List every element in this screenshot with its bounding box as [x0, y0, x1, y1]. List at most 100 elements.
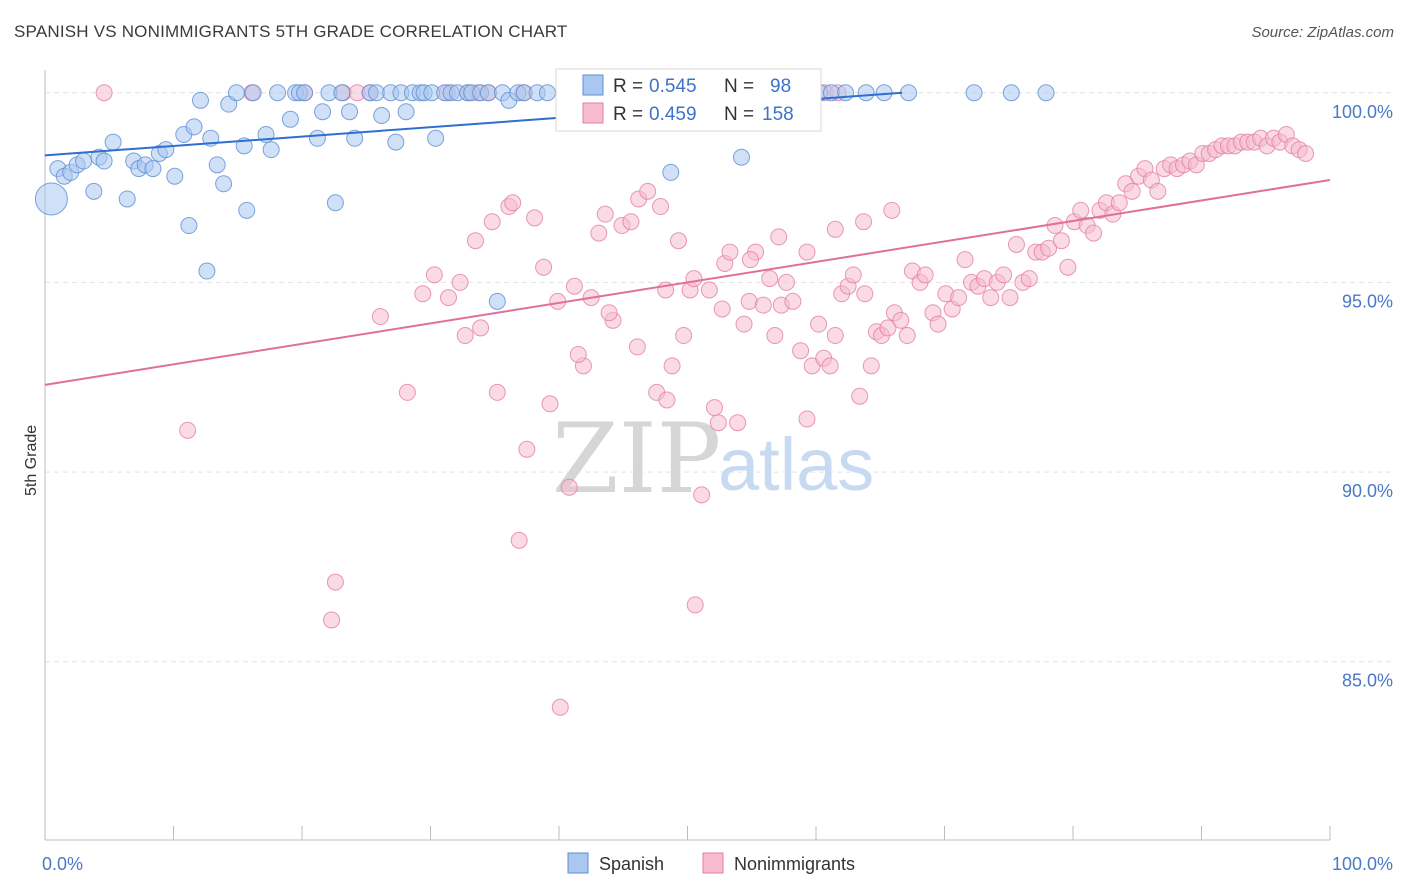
nonimmigrants-point-34: [622, 213, 640, 231]
nonimmigrants-point-15: [472, 319, 490, 337]
spanish-point-41: [326, 194, 344, 212]
spanish-point-10: [118, 190, 136, 208]
nonimmigrants-point-1: [179, 421, 197, 439]
spanish-point-19: [180, 217, 198, 235]
nonimmigrants-point-0: [95, 84, 113, 102]
nonimmigrants-point-31: [596, 205, 614, 223]
nonimmigrants-point-166: [855, 213, 873, 231]
spanish-point-22: [198, 262, 216, 280]
spanish-point-42: [333, 84, 351, 102]
spanish-point-94: [900, 84, 918, 102]
nonimmigrants-point-45: [693, 486, 711, 504]
nonimmigrants-point-42: [675, 327, 693, 345]
watermark-zip: ZIP: [552, 403, 721, 515]
nonimmigrants-point-156: [569, 345, 587, 363]
y-tick-label-3: 85.0%: [1342, 671, 1393, 691]
nonimmigrants-point-153: [398, 383, 416, 401]
x-tick-labels: 0.0% 100.0%: [42, 854, 1393, 874]
chart-title: SPANISH VS NONIMMIGRANTS 5TH GRADE CORRE…: [14, 22, 568, 41]
stats-r-label-nonimmigrants: R =: [613, 104, 643, 125]
nonimmigrants-point-72: [856, 285, 874, 303]
spanish-point-28: [238, 201, 256, 219]
nonimmigrants-point-52: [735, 315, 753, 333]
y-axis-label: 5th Grade: [23, 425, 40, 496]
nonimmigrants-point-76: [879, 319, 897, 337]
nonimmigrants-point-51: [729, 414, 747, 432]
nonimmigrants-point-71: [851, 387, 869, 405]
spanish-point-17: [166, 167, 184, 185]
nonimmigrants-point-16: [483, 213, 501, 231]
nonimmigrants-point-4: [323, 611, 341, 629]
spanish-point-79: [662, 163, 680, 181]
spanish-point-91: [837, 84, 855, 102]
watermark-atlas: atlas: [718, 423, 874, 506]
y-tick-labels: 100.0% 95.0% 90.0% 85.0%: [1332, 102, 1393, 691]
nonimmigrants-point-112: [1110, 194, 1128, 212]
nonimmigrants-point-59: [777, 273, 795, 291]
series-spanish-points: [34, 84, 1055, 310]
nonimmigrants-point-44: [686, 596, 704, 614]
nonimmigrants-point-13: [456, 327, 474, 345]
y-tick-label-1: 95.0%: [1342, 291, 1393, 311]
nonimmigrants-point-95: [1001, 289, 1019, 307]
nonimmigrants-point-62: [798, 410, 816, 428]
spanish-point-34: [281, 110, 299, 128]
nonimmigrants-point-82: [916, 266, 934, 284]
series-nonimmigrants-points: [95, 84, 1315, 716]
spanish-point-40: [314, 103, 332, 121]
nonimmigrants-point-12: [451, 273, 469, 291]
spanish-point-51: [397, 103, 415, 121]
nonimmigrants-point-50: [721, 243, 739, 261]
spanish-point-24: [208, 156, 226, 174]
source-label: Source: ZipAtlas.com: [1251, 24, 1394, 41]
nonimmigrants-point-161: [713, 300, 731, 318]
nonimmigrants-point-118: [1149, 182, 1167, 200]
stats-n-nonimmigrants: 158: [762, 104, 794, 125]
stats-r-label-spanish: R =: [613, 76, 643, 97]
legend-swatch-spanish: [567, 852, 589, 874]
stats-swatch-nonimmigrants: [582, 102, 604, 124]
nonimmigrants-point-61: [792, 342, 810, 360]
spanish-point-33: [269, 84, 287, 102]
nonimmigrants-point-53: [740, 292, 758, 310]
spanish-point-8: [95, 152, 113, 170]
spanish-point-0: [34, 182, 68, 216]
spanish-point-16: [157, 141, 175, 159]
nonimmigrants-point-19: [504, 194, 522, 212]
legend-swatch-nonimmigrants: [702, 852, 724, 874]
stats-box: R = 0.545 N = 98 R = 0.459 N = 158: [555, 68, 822, 132]
spanish-point-27: [227, 84, 245, 102]
nonimmigrants-point-14: [466, 232, 484, 250]
nonimmigrants-point-25: [551, 698, 569, 716]
stats-n-label-spanish: N =: [724, 76, 754, 97]
spanish-point-49: [387, 133, 405, 151]
nonimmigrants-point-30: [590, 224, 608, 242]
nonimmigrants-point-96: [1007, 235, 1025, 253]
nonimmigrants-point-56: [761, 270, 779, 288]
watermark: ZIP atlas: [552, 403, 874, 515]
nonimmigrants-point-106: [1072, 201, 1090, 219]
nonimmigrants-point-10: [425, 266, 443, 284]
y-tick-label-2: 90.0%: [1342, 481, 1393, 501]
nonimmigrants-point-84: [929, 315, 947, 333]
nonimmigrants-point-41: [670, 232, 688, 250]
spanish-point-25: [215, 175, 233, 193]
nonimmigrants-point-163: [770, 228, 788, 246]
nonimmigrants-point-157: [600, 304, 618, 322]
spanish-point-14: [144, 160, 162, 178]
nonimmigrants-point-87: [950, 289, 968, 307]
stats-swatch-spanish: [582, 74, 604, 96]
spanish-point-38: [308, 129, 326, 147]
stats-r-spanish: 0.545: [649, 76, 697, 97]
nonimmigrants-point-162: [741, 251, 759, 269]
spanish-point-43: [341, 103, 359, 121]
nonimmigrants-point-165: [826, 220, 844, 238]
nonimmigrants-point-152: [371, 308, 389, 326]
nonimmigrants-point-92: [982, 289, 1000, 307]
nonimmigrants-point-160: [685, 270, 703, 288]
legend: Spanish Nonimmigrants: [567, 852, 855, 874]
x-tick-label-0: 0.0%: [42, 854, 83, 874]
nonimmigrants-point-64: [810, 315, 828, 333]
nonimmigrants-point-38: [652, 198, 670, 216]
nonimmigrants-point-66: [821, 357, 839, 375]
